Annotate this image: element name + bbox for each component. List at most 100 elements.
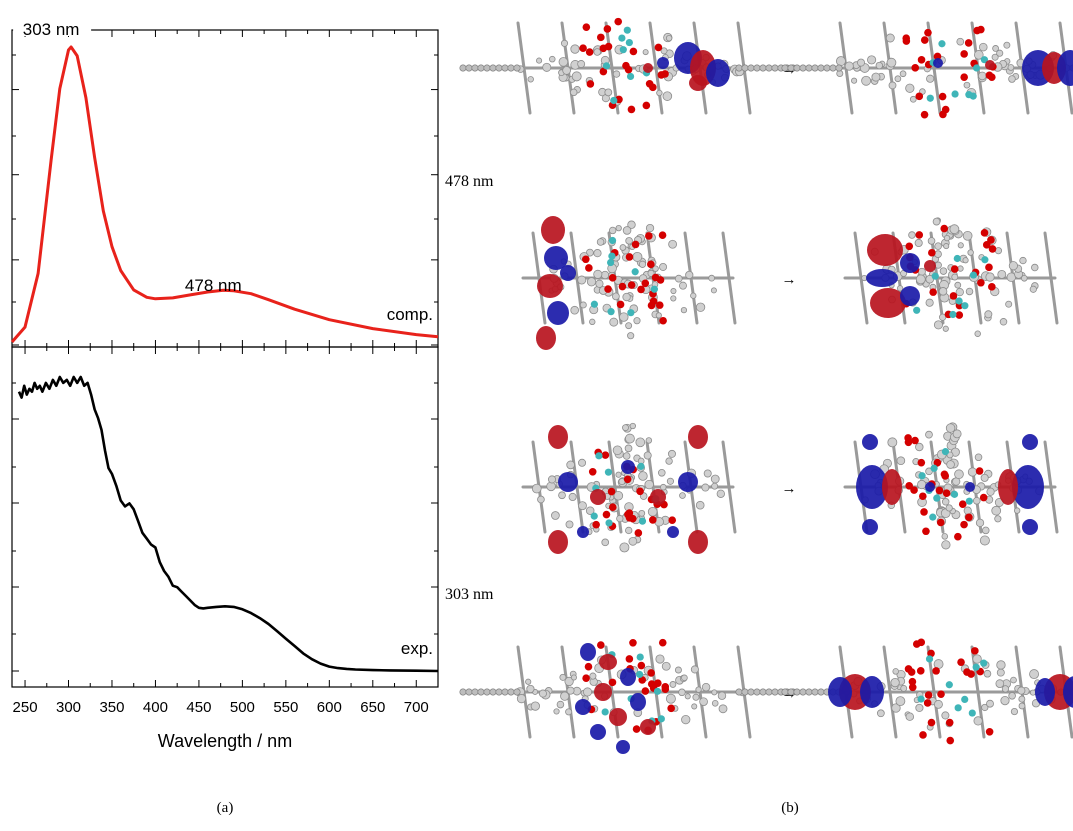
molecule-atom-h [1019, 256, 1027, 265]
molecule-atom-h [638, 509, 646, 517]
molecule-atom-o [601, 451, 610, 459]
molecule-atom-metal [980, 56, 988, 64]
molecule-atom-h [925, 430, 933, 439]
molecule-atom-h [695, 500, 705, 510]
molecule-atom-o [964, 39, 973, 47]
molecule-atom-h [967, 249, 974, 256]
orbital-lobe [867, 234, 903, 266]
molecule-atom-h [895, 696, 906, 707]
molecule-atom-metal [941, 448, 950, 456]
molecule-atom-o [584, 662, 593, 671]
molecule-atom-h [661, 661, 671, 671]
orbital-lobe [616, 740, 630, 754]
molecule-atom-h [558, 491, 566, 500]
molecule-atom-h [711, 700, 719, 707]
molecule-atom-c [753, 64, 761, 72]
molecule-atom-o [585, 48, 594, 56]
molecule-atom-h [628, 536, 638, 546]
orbital-lobe [870, 288, 906, 318]
molecule-atom-c [799, 688, 807, 696]
molecule-atom-o [625, 513, 634, 522]
molecule-atom-h [684, 693, 691, 700]
orbital-lobe [609, 708, 627, 726]
molecule-atom-h [986, 487, 995, 496]
molecule-atom-o [911, 436, 919, 445]
molecule-atom-h [957, 242, 964, 249]
annotation-303nm: 303 nm [23, 20, 80, 39]
molecule-atom-o [939, 110, 947, 119]
molecule-atom-h [570, 88, 578, 97]
molecule-atom-h [1008, 692, 1016, 700]
molecule-atom-c [495, 64, 503, 72]
molecule-atom-h [951, 273, 959, 281]
molecule-atom-o [946, 736, 955, 745]
orbital-lobe [547, 301, 569, 325]
molecule-atom-o [958, 500, 967, 508]
molecule-atom-o [945, 718, 954, 727]
molecule-atom-h [927, 237, 936, 245]
molecule-atom-c [787, 688, 795, 696]
molecule-atom-h [526, 684, 535, 694]
molecule-atom-o [607, 487, 616, 496]
molecule-atom-c [459, 64, 467, 72]
orbital-lobe [558, 472, 578, 492]
molecule-atom-o [629, 47, 638, 56]
molecule-atom-h [844, 61, 854, 71]
molecule-bond [1043, 440, 1059, 534]
molecule-atom-metal [595, 452, 603, 460]
molecule-atom-o [950, 265, 959, 273]
molecule-atom-metal [604, 468, 613, 476]
molecule-atom-h [926, 74, 935, 83]
molecule-atom-h [679, 492, 686, 499]
molecule-atom-h [695, 302, 706, 312]
molecule-atom-h [601, 538, 610, 547]
molecule-atom-h [570, 44, 580, 54]
molecule-atom-h [985, 272, 995, 282]
molecule-atom-h [1018, 695, 1026, 703]
orbital-lobe [577, 526, 589, 538]
molecule-atom-o [667, 704, 675, 713]
molecule-atom-h [942, 325, 949, 332]
molecule-atom-h [905, 83, 915, 93]
molecule-atom-metal [638, 517, 647, 525]
molecule-atom-h [934, 250, 942, 258]
molecule-atom-h [984, 310, 993, 319]
molecule-atom-h [566, 460, 575, 470]
orbital-lobe [965, 482, 975, 492]
molecule-atom-metal [938, 40, 946, 48]
molecule-atom-o [631, 240, 640, 249]
molecule-atom-h [616, 514, 624, 523]
orbital-lobe [1035, 678, 1055, 706]
molecule-atom-metal [602, 62, 611, 70]
molecule-atom-h [710, 474, 720, 484]
orbital-lobe [650, 489, 666, 505]
molecule-atom-o [935, 486, 944, 495]
molecule-atom-h [681, 674, 688, 682]
molecule-atom-c [513, 64, 521, 72]
molecule-atom-metal [961, 302, 969, 310]
molecule-atom-h [577, 275, 587, 285]
orbital-lobe [560, 265, 576, 281]
molecule-atom-metal [610, 96, 618, 105]
molecule-atom-h [1017, 686, 1026, 695]
molecule-atom-h [644, 479, 654, 490]
molecule-bond [853, 231, 869, 325]
molecule-atom-h [949, 224, 960, 235]
molecule-atom-h [932, 217, 941, 226]
molecule-atom-o [597, 641, 605, 649]
orbital-lobe [860, 676, 884, 708]
molecule-atom-o [985, 71, 994, 80]
molecule-atom-h [593, 249, 602, 258]
molecule-atom-o [923, 699, 932, 707]
molecule-atom-h [655, 654, 665, 664]
molecule-atom-o [917, 638, 926, 647]
orbital-lobe [590, 724, 606, 740]
molecule-atom-o [917, 458, 926, 467]
molecule-atom-h [978, 42, 988, 52]
molecule-atom-h [542, 62, 552, 72]
molecule-atom-h [551, 511, 560, 520]
orbital-lobe [537, 274, 563, 298]
molecule-atom-o [637, 661, 646, 670]
molecule-atom-o [661, 685, 670, 693]
molecule-atom-h [945, 504, 953, 512]
